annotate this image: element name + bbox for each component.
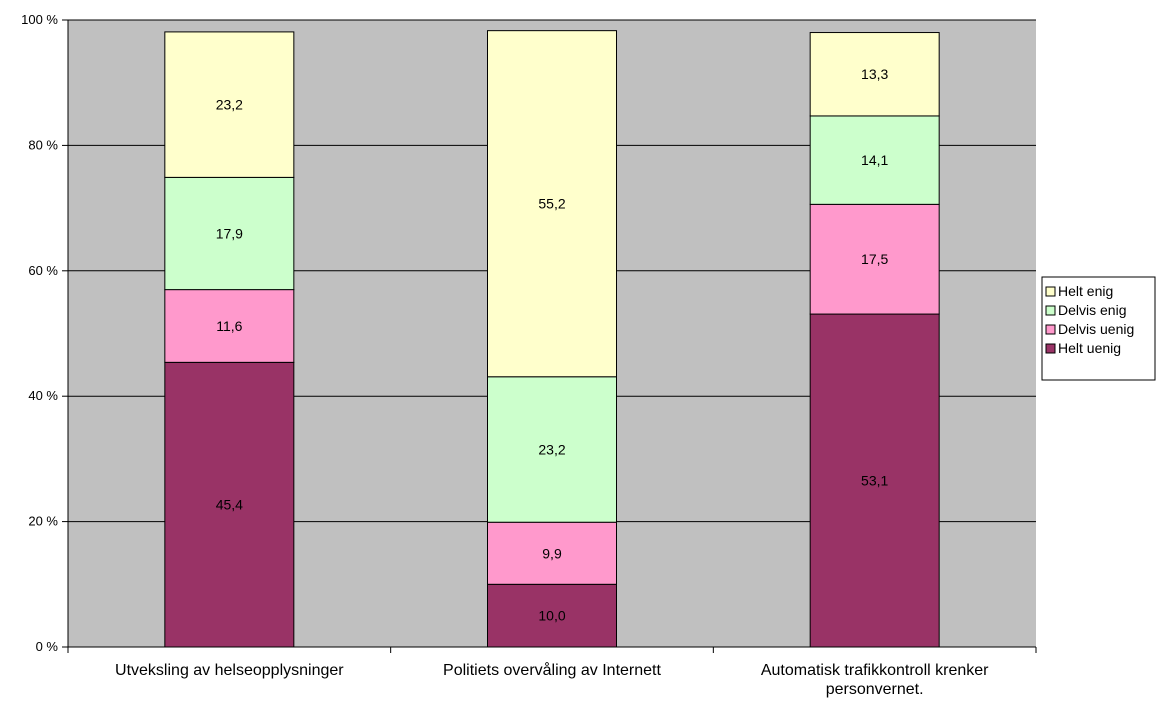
legend-swatch [1045,324,1056,335]
y-tick-label: 40 % [28,388,58,403]
data-label: 53,1 [861,473,888,489]
data-label: 17,5 [861,251,888,267]
y-tick-label: 20 % [28,514,58,529]
bar-segment [487,583,617,648]
x-category-label: Politiets overvåling av Internett [443,661,661,679]
legend-item-label: Delvis enig [1058,302,1126,318]
data-label: 14,1 [861,152,888,168]
bar-segment [164,289,295,363]
x-category-label: personvernet. [826,681,924,698]
y-tick-label: 60 % [28,263,58,278]
bar-segment [487,30,617,378]
data-label: 13,3 [861,66,888,82]
bars: 45,4 11,6 17,9 23,2 10,0 9,9 23,2 55,2 53,1 17,5 1… [164,30,940,648]
legend-swatch [1045,343,1056,354]
y-tick-label: 100 % [21,12,58,27]
bar-segment [164,176,295,291]
legend-swatch [1045,286,1056,297]
x-category-label: Utveksling av helseopplysninger [115,662,344,679]
data-label: 9,9 [542,545,562,561]
data-label: 45,4 [216,497,243,513]
x-category-label: Automatisk trafikkontroll krenker [761,662,989,679]
bar-segment [809,115,940,205]
legend-swatch [1045,305,1056,316]
data-label: 55,2 [538,196,565,212]
bar-segment [164,31,295,178]
data-label: 23,2 [538,441,565,457]
data-label: 23,2 [216,97,243,113]
legend-item-label: Delvis uenig [1058,321,1134,337]
bar-segment [809,32,940,117]
y-tick-label: 80 % [28,137,58,152]
data-label: 17,9 [216,225,243,241]
legend-item-label: Helt enig [1058,283,1113,299]
axes: 0 % 20 % 40 % 60 % 80 % 100 % Utveksling av he… [21,12,1037,698]
data-label: 10,0 [538,608,565,624]
legend-box [1041,276,1156,381]
bar-segment [164,361,295,648]
y-tick-label: 0 % [36,639,59,654]
legend: Helt enig Delvis enig Delvis uenig Helt uen… [1041,276,1156,381]
data-label: 11,6 [216,318,242,334]
legend-item-label: Helt uenig [1058,340,1121,356]
bar-segment [809,203,940,315]
